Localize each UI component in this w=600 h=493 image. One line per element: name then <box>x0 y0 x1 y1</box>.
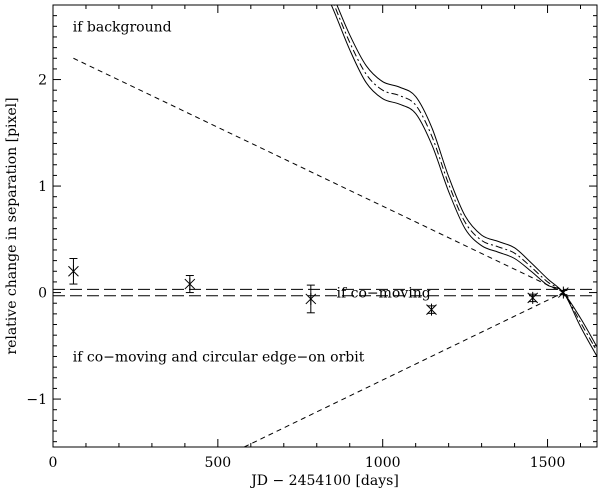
plot-area <box>53 5 597 447</box>
annotation-label: if co−moving <box>337 286 431 302</box>
annotation-label: if co−moving and circular edge−on orbit <box>73 349 365 365</box>
data-point <box>184 275 196 294</box>
axis-ticks <box>52 4 597 447</box>
x-tick-label: 1000 <box>365 455 401 471</box>
annotation-label: if background <box>73 19 172 35</box>
axis-tick-labels: 0 500 1000 1500 −1 0 1 2 <box>26 73 565 471</box>
y-tick-label: 2 <box>38 73 47 89</box>
background-trend-line <box>73 57 564 294</box>
y-tick-label: 1 <box>38 179 47 195</box>
x-tick-label: 0 <box>49 455 58 471</box>
y-tick-label: −1 <box>26 392 47 408</box>
data-point <box>68 257 79 285</box>
y-tick-label: 0 <box>38 286 47 302</box>
data-point <box>305 284 317 314</box>
background-track-upper <box>336 5 597 348</box>
x-tick-label: 500 <box>204 455 231 471</box>
y-axis-title: relative change in separation [pixel] <box>4 97 20 354</box>
plot-frame <box>52 4 598 448</box>
background-track-center <box>333 5 597 352</box>
data-point <box>527 291 539 304</box>
data-point <box>426 303 437 316</box>
annotations: if background if co−moving if co−moving an… <box>73 19 431 365</box>
x-axis-title: JD − 2454100 [days] <box>249 473 399 489</box>
data-point <box>558 286 569 299</box>
background-track-lower <box>330 5 597 357</box>
orbit-trend-line <box>244 292 564 447</box>
x-tick-label: 1500 <box>530 455 566 471</box>
